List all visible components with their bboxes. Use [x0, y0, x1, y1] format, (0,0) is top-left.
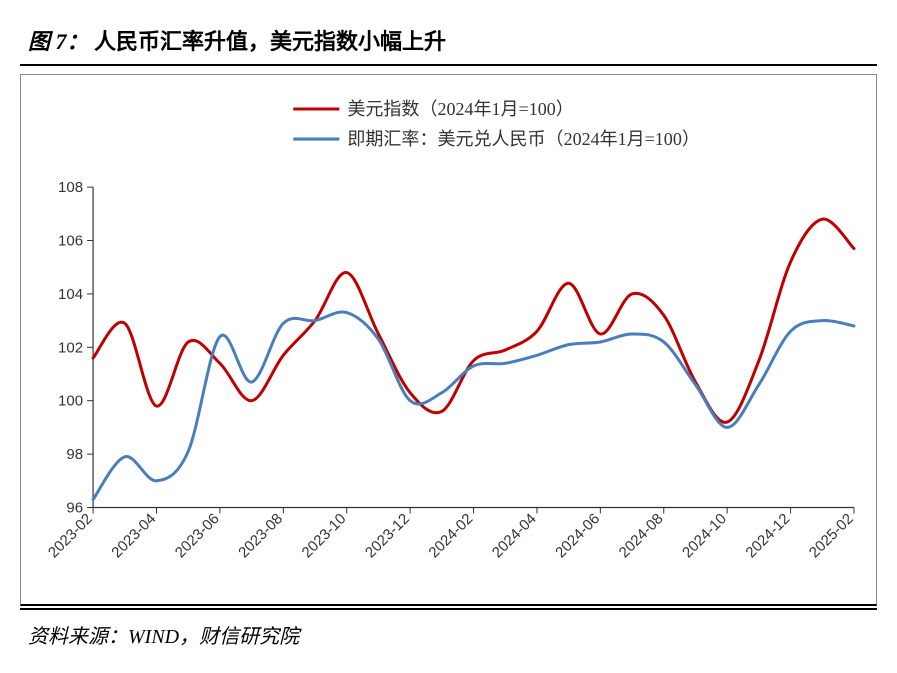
svg-text:102: 102 — [58, 339, 83, 356]
svg-text:2023-10: 2023-10 — [299, 510, 350, 561]
svg-text:2024-08: 2024-08 — [616, 510, 667, 561]
svg-text:104: 104 — [58, 286, 83, 303]
figure-title-row: 图 7： 人民币汇率升值，美元指数小幅上升 — [20, 20, 877, 66]
figure-container: 图 7： 人民币汇率升值，美元指数小幅上升 969810010210410610… — [20, 20, 877, 653]
svg-text:2024-12: 2024-12 — [742, 510, 793, 561]
figure-number: 图 7： — [28, 29, 89, 54]
svg-text:2023-06: 2023-06 — [172, 510, 223, 561]
svg-text:2024-04: 2024-04 — [489, 510, 540, 561]
series-line — [93, 219, 854, 422]
chart-outer: 96981001021041061082023-022023-042023-06… — [20, 74, 877, 606]
svg-text:2024-02: 2024-02 — [425, 510, 476, 561]
svg-text:100: 100 — [58, 393, 83, 410]
svg-text:2023-04: 2023-04 — [108, 510, 159, 561]
svg-text:2024-10: 2024-10 — [679, 510, 730, 561]
svg-text:106: 106 — [58, 233, 83, 250]
figure-source: 资料来源：WIND，财信研究院 — [20, 608, 877, 653]
legend-label: 即期汇率：美元兑人民币（2024年1月=100） — [347, 129, 699, 149]
svg-text:98: 98 — [66, 446, 83, 463]
legend-label: 美元指数（2024年1月=100） — [347, 99, 573, 119]
svg-text:2025-02: 2025-02 — [806, 510, 857, 561]
figure-title-text: 人民币汇率升值，美元指数小幅上升 — [94, 29, 446, 54]
svg-text:108: 108 — [58, 179, 83, 196]
svg-text:2023-12: 2023-12 — [362, 510, 413, 561]
svg-text:2023-02: 2023-02 — [45, 510, 96, 561]
svg-text:2023-08: 2023-08 — [235, 510, 286, 561]
svg-text:2024-06: 2024-06 — [552, 510, 603, 561]
line-chart: 96981001021041061082023-022023-042023-06… — [33, 87, 864, 598]
